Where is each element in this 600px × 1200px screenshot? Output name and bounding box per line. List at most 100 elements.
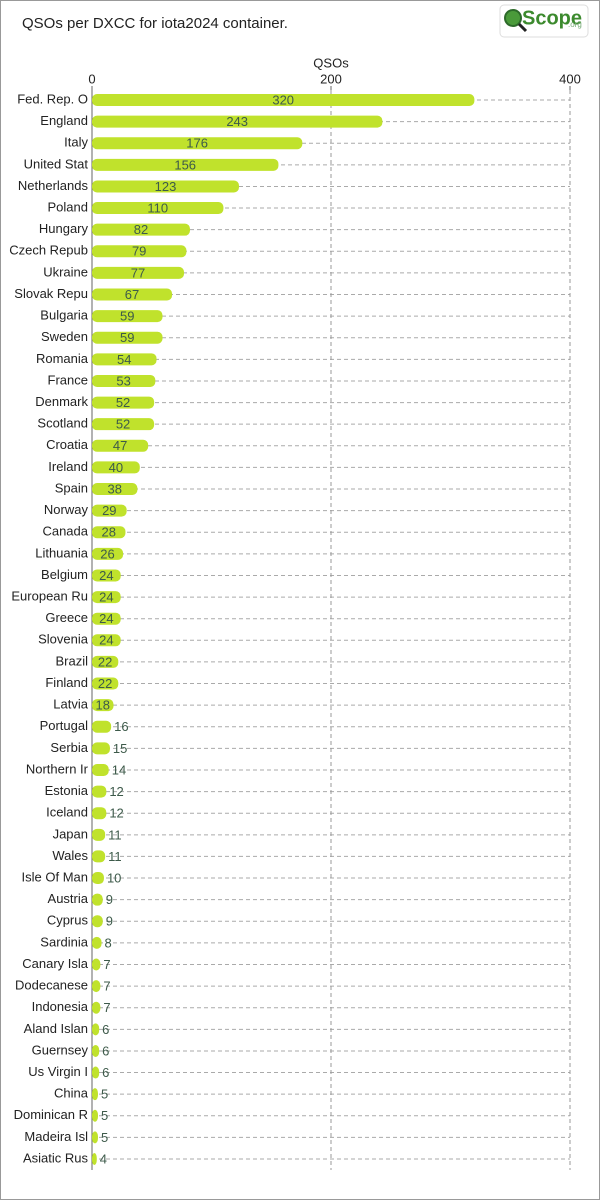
value-label: 7 [103, 1000, 110, 1015]
bar [92, 331, 163, 344]
value-label: 5 [101, 1087, 108, 1102]
y-tick-label: Austria [48, 891, 89, 906]
y-tick-label: Serbia [50, 740, 88, 755]
bar [92, 915, 103, 928]
y-tick-label: European Ru [11, 589, 88, 604]
bar [92, 202, 224, 215]
y-tick-label: Iceland [46, 805, 88, 820]
bar [92, 958, 101, 971]
bar [92, 158, 279, 171]
bar [92, 720, 112, 733]
value-label: 5 [101, 1130, 108, 1145]
bar [92, 677, 119, 690]
logo-suffix: .org [568, 20, 582, 29]
y-tick-label: Poland [48, 199, 88, 214]
y-tick-label: Sweden [41, 329, 88, 344]
x-tick-label: 400 [559, 71, 581, 86]
bar [92, 1001, 101, 1014]
value-label: 123 [155, 179, 177, 194]
bar [92, 634, 121, 647]
y-tick-label: Denmark [35, 394, 88, 409]
value-label: 18 [96, 698, 110, 713]
value-label: 16 [114, 719, 128, 734]
bar [92, 828, 106, 841]
value-label: 6 [102, 1043, 109, 1058]
value-label: 176 [186, 136, 208, 151]
y-tick-label: Latvia [53, 697, 88, 712]
y-tick-label: Ireland [48, 459, 88, 474]
bar [92, 396, 155, 409]
value-label: 24 [99, 633, 113, 648]
y-tick-label: Sardinia [40, 934, 88, 949]
y-tick-label: Slovak Repu [14, 286, 88, 301]
bar [92, 137, 303, 150]
y-tick-label: Madeira Isl [24, 1129, 88, 1144]
bar [92, 418, 155, 431]
bar [92, 807, 107, 820]
value-label: 5 [101, 1108, 108, 1123]
y-tick-label: Belgium [41, 567, 88, 582]
bar [92, 612, 121, 625]
y-tick-label: Guernsey [32, 1042, 89, 1057]
value-label: 156 [174, 157, 196, 172]
value-label: 12 [109, 806, 123, 821]
y-tick-label: Lithuania [35, 545, 89, 560]
y-tick-label: United Stat [24, 156, 89, 171]
y-tick-label: England [40, 113, 88, 128]
bar [92, 310, 163, 323]
bar [92, 223, 190, 236]
value-label: 77 [131, 265, 145, 280]
y-tick-label: Aland Islan [24, 1021, 88, 1036]
y-tick-label: Wales [52, 848, 88, 863]
y-tick-label: Portugal [40, 718, 89, 733]
y-tick-label: Scotland [37, 416, 88, 431]
y-tick-label: Ukraine [43, 264, 88, 279]
bar [92, 591, 121, 604]
bar [92, 245, 187, 258]
value-label: 11 [108, 849, 122, 864]
value-label: 38 [107, 481, 121, 496]
value-label: 9 [106, 914, 113, 929]
y-tick-label: Isle Of Man [22, 869, 88, 884]
y-tick-label: Greece [45, 610, 88, 625]
chart-title: QSOs per DXCC for iota2024 container. [22, 15, 288, 32]
value-label: 53 [116, 373, 130, 388]
bar [92, 699, 114, 712]
bar [92, 353, 157, 366]
value-label: 28 [101, 525, 115, 540]
y-tick-label: Romania [36, 351, 89, 366]
value-label: 59 [120, 309, 134, 324]
y-tick-label: Bulgaria [40, 308, 88, 323]
bar [92, 94, 475, 106]
value-label: 4 [100, 1151, 107, 1166]
y-tick-label: Netherlands [18, 178, 89, 193]
y-tick-label: Brazil [55, 653, 88, 668]
bar [92, 850, 106, 863]
value-label: 82 [134, 222, 148, 237]
value-label: 320 [272, 92, 294, 107]
logo-icon [504, 9, 522, 27]
y-tick-label: Indonesia [32, 999, 89, 1014]
value-label: 26 [100, 546, 114, 561]
value-label: 24 [99, 568, 113, 583]
y-tick-label: Canary Isla [22, 956, 89, 971]
logo: Scope .org [499, 4, 589, 38]
value-label: 6 [102, 1022, 109, 1037]
logo-handle [517, 22, 528, 33]
value-label: 47 [113, 438, 127, 453]
bar [92, 547, 124, 560]
bar [92, 872, 104, 885]
bar [92, 980, 101, 993]
bar [92, 655, 119, 668]
bar [92, 936, 102, 949]
bar [92, 461, 140, 474]
y-tick-label: Asiatic Rus [23, 1150, 89, 1165]
value-label: 12 [109, 784, 123, 799]
value-label: 59 [120, 330, 134, 345]
value-label: 24 [99, 590, 113, 605]
value-label: 11 [108, 827, 122, 842]
value-label: 22 [98, 654, 112, 669]
logo-text: Scope [522, 7, 582, 29]
